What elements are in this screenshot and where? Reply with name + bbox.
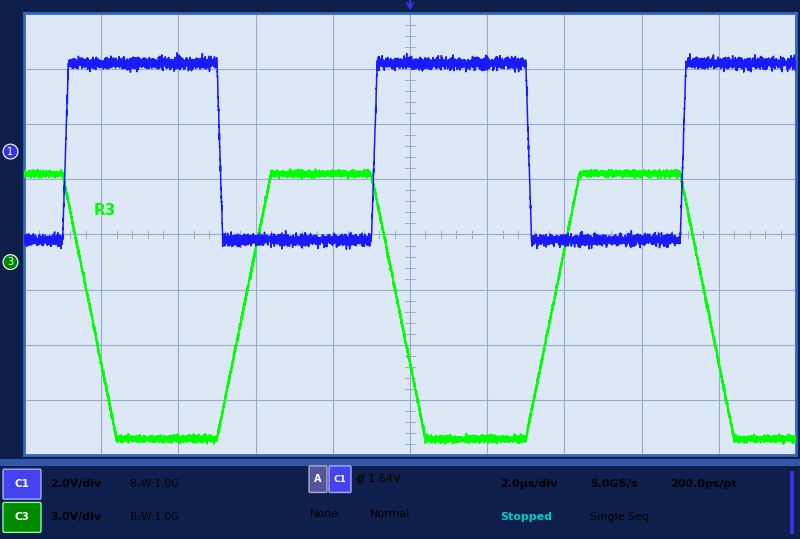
Text: 1: 1 bbox=[7, 147, 14, 157]
Text: 3.0V/div: 3.0V/div bbox=[50, 513, 101, 522]
Bar bbox=[790, 471, 794, 534]
Text: None: None bbox=[310, 509, 339, 519]
Text: B₂W:1.0G: B₂W:1.0G bbox=[130, 513, 179, 522]
Text: C1: C1 bbox=[14, 479, 30, 489]
Text: Normal: Normal bbox=[370, 509, 410, 519]
Text: R3: R3 bbox=[94, 203, 116, 218]
Text: 3: 3 bbox=[7, 257, 14, 267]
Text: 5.0GS/s: 5.0GS/s bbox=[590, 479, 638, 489]
Text: ∯ 1.64V: ∯ 1.64V bbox=[356, 474, 401, 484]
Text: 2.0μs/div: 2.0μs/div bbox=[500, 479, 558, 489]
Text: B₂W:1.0G: B₂W:1.0G bbox=[130, 479, 179, 489]
Text: C3: C3 bbox=[14, 513, 30, 522]
Text: A: A bbox=[314, 474, 322, 484]
FancyBboxPatch shape bbox=[3, 469, 41, 499]
Text: Single Seq: Single Seq bbox=[590, 513, 649, 522]
Text: C1: C1 bbox=[334, 475, 346, 483]
Text: 2.0V/div: 2.0V/div bbox=[50, 479, 102, 489]
FancyBboxPatch shape bbox=[329, 466, 351, 493]
FancyBboxPatch shape bbox=[309, 466, 327, 493]
Text: Stopped: Stopped bbox=[500, 513, 552, 522]
Bar bbox=[0, 459, 800, 466]
FancyBboxPatch shape bbox=[3, 502, 41, 533]
Text: 200.0ps/pt: 200.0ps/pt bbox=[670, 479, 737, 489]
Text: L3: L3 bbox=[121, 57, 141, 72]
